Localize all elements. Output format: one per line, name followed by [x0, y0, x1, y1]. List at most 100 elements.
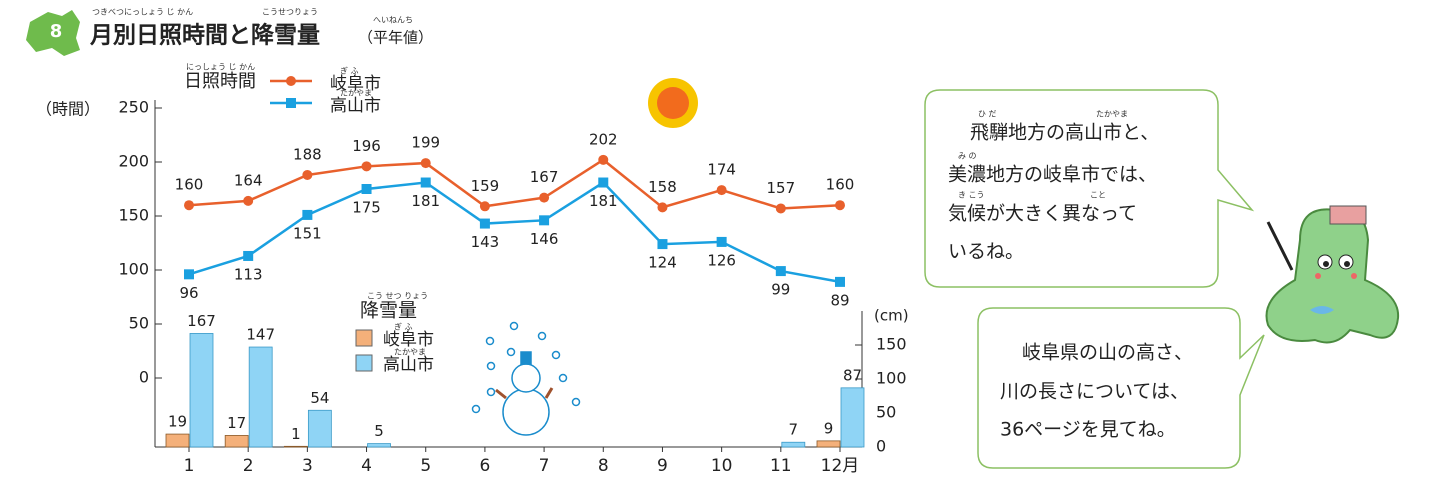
bar — [165, 433, 190, 448]
legend-label: 岐阜市 — [383, 330, 434, 350]
y-tick-label: 50 — [129, 314, 149, 333]
sun — [648, 78, 698, 128]
badge-number: 8 — [50, 21, 63, 42]
legend-label: 高山市 — [383, 355, 434, 375]
marker — [420, 177, 431, 188]
x-tick-label: 7 — [539, 456, 550, 476]
ruby: にっしょう じ かん — [186, 63, 255, 72]
ruby: こうせつりょう — [262, 8, 318, 17]
data-label: 167 — [530, 168, 559, 186]
data-label: 160 — [826, 176, 855, 194]
data-label: 159 — [471, 177, 500, 195]
bubble-text: 飛騨地方の高山市と、 — [970, 122, 1159, 144]
x-tick-label: 11 — [770, 456, 792, 476]
marker — [775, 203, 786, 214]
data-label: 7 — [789, 421, 799, 439]
marker — [184, 200, 194, 211]
marker — [302, 169, 313, 180]
y-axis-label: （時間） — [36, 100, 100, 119]
badge — [26, 10, 80, 56]
marker — [539, 215, 550, 226]
marker — [361, 184, 372, 194]
marker — [716, 185, 727, 196]
data-label: 167 — [187, 312, 216, 330]
data-label: 87 — [843, 366, 862, 384]
marker — [775, 266, 786, 277]
title-note: （平年値） — [358, 29, 433, 47]
data-label: 174 — [707, 161, 736, 179]
data-label: 188 — [293, 145, 322, 163]
legend-swatch — [355, 354, 373, 372]
data-label: 181 — [589, 192, 618, 210]
x-tick-label: 2 — [243, 456, 254, 476]
y2-tick-label: 100 — [876, 369, 907, 388]
legend-title: 降雪量 — [360, 300, 417, 322]
y2-tick-label: 150 — [876, 335, 907, 354]
bar — [307, 409, 332, 448]
ruby: たかやま — [394, 348, 426, 357]
data-label: 157 — [766, 179, 795, 197]
bubble-text: 美濃地方の岐阜市では、 — [948, 164, 1157, 186]
marker — [420, 158, 431, 169]
x-tick-label: 3 — [302, 456, 313, 476]
data-label: 160 — [175, 176, 204, 194]
mascot — [1265, 205, 1400, 344]
bubble-text: 川の長さについては、 — [1000, 381, 1189, 403]
marker — [835, 200, 845, 211]
data-label: 146 — [530, 230, 559, 248]
data-label: 96 — [179, 284, 198, 302]
bar — [781, 441, 806, 448]
ruby: たかやま — [1096, 110, 1128, 119]
x-tick-label: 12月 — [821, 456, 860, 476]
data-label: 99 — [771, 281, 790, 299]
marker — [361, 161, 372, 172]
data-label: 147 — [246, 326, 275, 344]
y-tick-label: 250 — [118, 98, 149, 117]
bar — [283, 445, 308, 448]
bar — [224, 435, 249, 448]
ruby: ひ だ — [978, 110, 997, 119]
marker — [243, 195, 254, 206]
marker — [539, 192, 550, 203]
x-tick-label: 6 — [479, 456, 490, 476]
data-label: 54 — [310, 389, 329, 407]
data-label: 199 — [411, 134, 440, 152]
ruby: き こう — [958, 191, 985, 200]
marker — [302, 209, 313, 220]
speech-bubble — [924, 89, 1255, 288]
data-label: 196 — [352, 137, 381, 155]
bubble-text: 気候が大きく異なって — [948, 203, 1137, 225]
legend-label: 岐阜市 — [330, 74, 381, 94]
bar — [816, 440, 841, 448]
ruby: こと — [1090, 191, 1106, 200]
legend-title: 日照時間 — [184, 71, 256, 92]
data-label: 202 — [589, 130, 618, 148]
x-tick-label: 9 — [657, 456, 668, 476]
marker — [657, 202, 668, 213]
data-label: 5 — [374, 422, 384, 440]
snowman — [471, 321, 581, 436]
data-label: 113 — [234, 265, 263, 283]
legend-marker — [286, 98, 296, 108]
data-label: 9 — [824, 419, 834, 437]
y-tick-label: 200 — [118, 152, 149, 171]
line — [188, 180, 841, 284]
bubble-text: 36ページを見てね。 — [1000, 419, 1176, 441]
y-tick-label: 0 — [139, 368, 149, 387]
marker — [479, 218, 490, 229]
data-label: 126 — [707, 251, 736, 269]
y2-tick-label: 0 — [876, 437, 886, 456]
x-tick-label: 8 — [598, 456, 609, 476]
y2-axis-label: (cm) — [874, 307, 909, 325]
bubble-text: いるね。 — [948, 241, 1024, 263]
legend-label: 高山市 — [330, 96, 381, 116]
data-label: 89 — [830, 291, 849, 309]
ruby: こう せつ りょう — [367, 292, 428, 301]
bar — [840, 387, 865, 448]
data-label: 181 — [411, 192, 440, 210]
x-tick-label: 1 — [184, 456, 195, 476]
speech-bubble — [977, 307, 1265, 469]
title: 月別日照時間と降雪量 — [89, 23, 320, 49]
data-label: 1 — [291, 425, 301, 443]
